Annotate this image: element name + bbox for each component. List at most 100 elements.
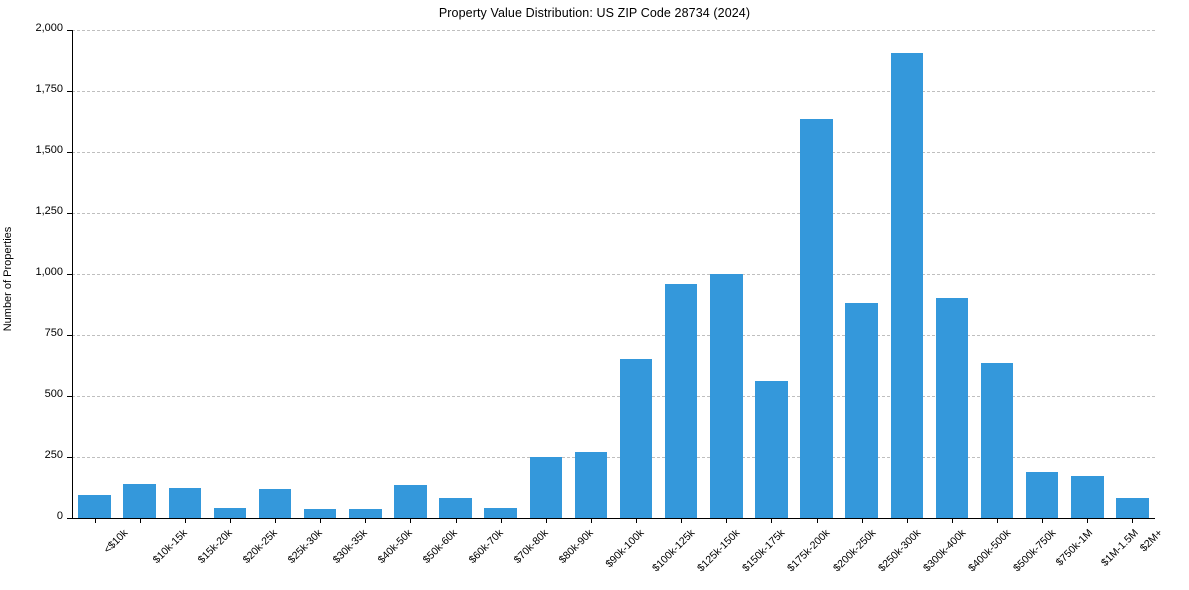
x-tick-label: $250k-300k (875, 527, 924, 575)
y-tick-mark (67, 456, 72, 458)
x-tick-mark (1087, 518, 1089, 523)
bar[interactable] (710, 274, 743, 518)
bar[interactable] (78, 494, 111, 518)
bar[interactable] (123, 484, 156, 518)
x-tick-label: $80k-90k (556, 527, 596, 567)
x-tick-label: $1M-1.5M (1099, 527, 1142, 569)
bar[interactable] (349, 509, 382, 518)
x-tick-mark (545, 518, 547, 523)
x-tick-mark (455, 518, 457, 523)
x-tick-mark (1042, 518, 1044, 523)
bar[interactable] (168, 488, 202, 518)
y-tick-label: 2,000 (35, 22, 63, 34)
x-tick-mark (636, 518, 638, 523)
x-tick-mark (951, 518, 953, 523)
bar[interactable] (484, 507, 517, 518)
x-tick-label: $30k-35k (330, 527, 370, 567)
x-tick-label: $70k-80k (511, 527, 551, 567)
bar[interactable] (755, 381, 788, 518)
gridline (72, 457, 1155, 458)
x-tick-label: $40k-50k (375, 527, 416, 567)
bar[interactable] (845, 303, 878, 518)
bar[interactable] (213, 507, 247, 518)
y-tick-mark (67, 395, 72, 397)
y-tick-label: 750 (44, 327, 63, 339)
x-tick-label: $2M+ (1138, 527, 1166, 555)
x-tick-label: $300k-400k (920, 527, 969, 575)
bar[interactable] (574, 451, 608, 518)
y-tick-mark (67, 517, 72, 519)
x-tick-mark (771, 518, 773, 523)
bar[interactable] (1071, 476, 1104, 518)
x-tick-label: $200k-250k (830, 527, 878, 575)
gridline (72, 335, 1155, 336)
x-tick-mark (275, 518, 277, 523)
x-tick-mark (816, 518, 818, 523)
y-tick-mark (67, 273, 72, 275)
gridline (72, 30, 1155, 31)
x-tick-mark (997, 518, 999, 523)
x-tick-label: $10k-15k (150, 527, 190, 567)
y-tick-label: 1,250 (35, 205, 63, 217)
bar[interactable] (935, 298, 969, 518)
x-tick-label: $90k-100k (603, 527, 647, 571)
bar[interactable] (529, 457, 563, 518)
y-tick-label: 500 (44, 388, 63, 400)
bar[interactable] (619, 359, 653, 518)
bar[interactable] (980, 363, 1014, 518)
gridline (72, 91, 1155, 92)
x-tick-label: $125k-150k (695, 527, 743, 575)
y-tick-label: 1,750 (35, 83, 63, 95)
x-tick-mark (590, 518, 592, 523)
y-tick-label: 1,500 (35, 144, 63, 156)
x-tick-mark (229, 518, 231, 523)
bar[interactable] (800, 119, 833, 518)
y-tick-label: 0 (56, 510, 63, 522)
x-tick-mark (184, 518, 186, 523)
x-tick-label: $15k-20k (195, 527, 235, 567)
gridline (72, 152, 1155, 153)
x-tick-mark (320, 518, 322, 523)
x-tick-mark (861, 518, 863, 523)
chart-title: Property Value Distribution: US ZIP Code… (438, 6, 751, 20)
y-tick-label: 250 (44, 449, 63, 461)
gridline (72, 274, 1155, 275)
x-tick-mark (94, 518, 96, 523)
x-tick-mark (500, 518, 502, 523)
x-tick-mark (365, 518, 367, 523)
y-tick-label: 1,000 (35, 266, 63, 278)
x-tick-label: $100k-125k (650, 527, 698, 575)
y-axis-line (72, 30, 73, 518)
x-tick-mark (139, 518, 141, 523)
bar[interactable] (1116, 498, 1149, 518)
x-tick-label: $150k-175k (740, 527, 788, 575)
plot-area (72, 30, 1155, 518)
x-tick-mark (410, 518, 412, 523)
y-tick-mark (67, 29, 72, 31)
bar[interactable] (664, 283, 698, 518)
x-tick-label: $400k-500k (966, 527, 1014, 575)
bar[interactable] (303, 509, 337, 518)
x-tick-label: $50k-60k (421, 527, 461, 567)
bar[interactable] (890, 53, 924, 518)
gridline (72, 396, 1155, 397)
bar[interactable] (258, 488, 292, 518)
bar[interactable] (439, 498, 472, 518)
bar[interactable] (1025, 472, 1059, 518)
gridline (72, 213, 1155, 214)
x-axis-line (72, 518, 1155, 519)
x-tick-label: $25k-30k (285, 527, 325, 567)
bar[interactable] (394, 485, 427, 518)
x-tick-mark (726, 518, 728, 523)
x-tick-label: $60k-70k (466, 527, 506, 567)
x-tick-mark (906, 518, 908, 523)
y-tick-mark (67, 334, 72, 336)
y-tick-mark (67, 151, 72, 153)
x-tick-label: $750k-1M (1053, 527, 1096, 569)
x-tick-label: <$10k (101, 527, 130, 556)
x-tick-mark (681, 518, 683, 523)
x-tick-label: $500k-750k (1011, 527, 1059, 575)
y-tick-mark (67, 212, 72, 214)
y-tick-mark (67, 90, 72, 92)
